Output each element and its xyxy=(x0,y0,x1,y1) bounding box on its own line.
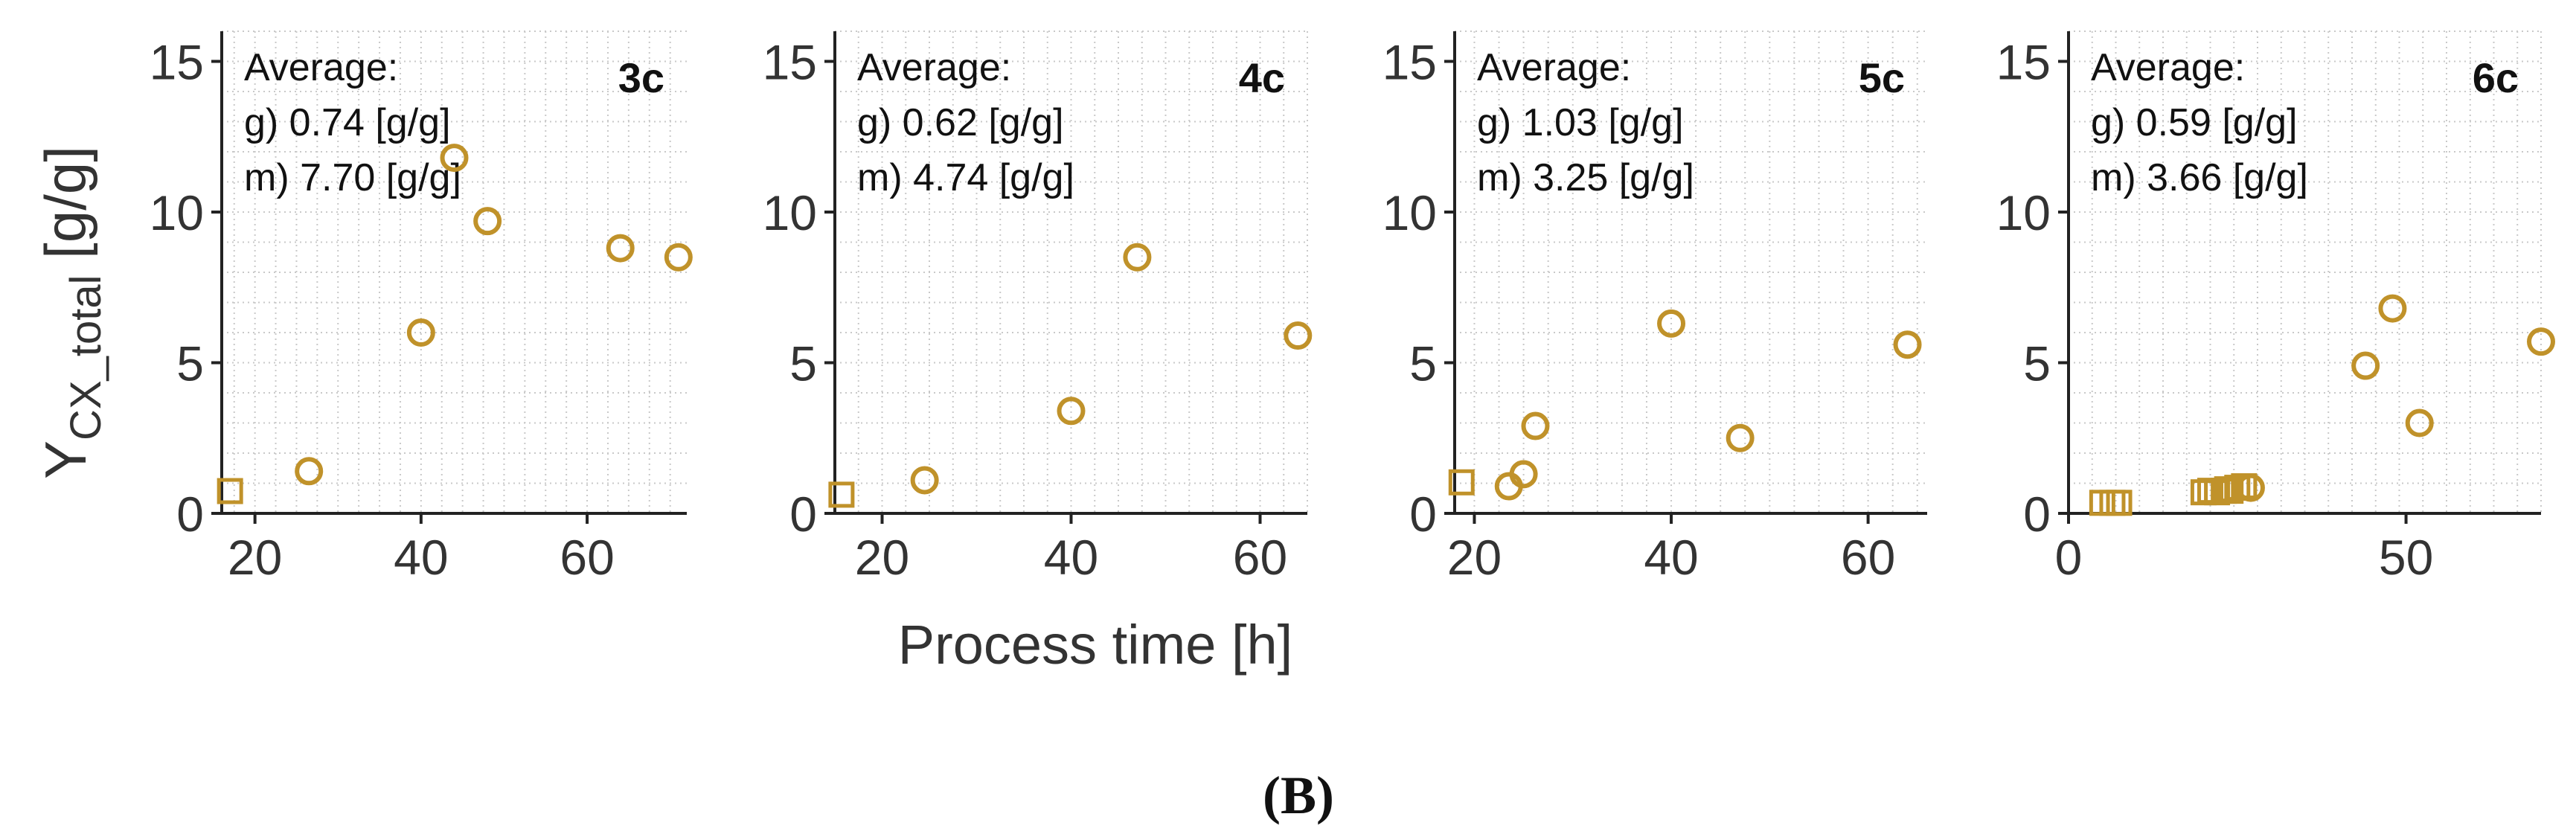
minor-grid xyxy=(222,31,687,514)
y-tick-label: 10 xyxy=(1382,185,1437,240)
y-tick-label: 10 xyxy=(763,185,817,240)
y-tick-label: 5 xyxy=(1409,336,1437,391)
x-tick-label: 60 xyxy=(1233,530,1287,585)
annotation-line: m) 3.66 [g/g] xyxy=(2091,156,2308,199)
annotation-line: Average: xyxy=(2091,46,2245,89)
chart-panels: 0 5 10 15 20 40 60 Average: g) 0.74 [g/g] m) 7.70… xyxy=(150,31,2555,585)
y-tick-label: 10 xyxy=(150,185,204,240)
y-tick-label: 5 xyxy=(2023,336,2051,391)
annotation-line: g) 0.62 [g/g] xyxy=(857,101,1064,144)
y-tick-label: 15 xyxy=(150,35,204,90)
circle-marker xyxy=(1057,397,1086,426)
x-tick-label: 20 xyxy=(1447,530,1502,585)
x-tick-label: 60 xyxy=(1841,530,1895,585)
y-tick-label: 0 xyxy=(789,487,817,542)
y-axis-label-sub: CX_total xyxy=(62,275,110,440)
annotation-line: m) 3.25 [g/g] xyxy=(1477,156,1694,199)
y-tick-label: 0 xyxy=(176,487,204,542)
circle-marker xyxy=(1657,309,1686,338)
y-tick-label: 5 xyxy=(176,336,204,391)
y-tick-label: 5 xyxy=(789,336,817,391)
circle-marker xyxy=(2378,294,2407,323)
square-marker xyxy=(217,478,243,504)
circle-marker xyxy=(1284,321,1313,350)
panel-4c: 0 5 10 15 20 40 60 Average: g) 0.62 [g/g] m) 4.74… xyxy=(763,31,1313,585)
panel-3c: 0 5 10 15 20 40 60 Average: g) 0.74 [g/g] m) 7.70… xyxy=(150,31,693,585)
circle-marker xyxy=(1893,330,1922,359)
panel-label: 4c xyxy=(1239,54,1285,101)
x-tick-label: 50 xyxy=(2379,530,2433,585)
y-tick-label: 15 xyxy=(763,35,817,90)
circle-marker xyxy=(2236,473,2265,502)
annotation-line: Average: xyxy=(244,46,398,89)
circle-marker xyxy=(1726,423,1755,452)
y-tick-label: 0 xyxy=(1409,487,1437,542)
y-axis-label: YCX_total [g/g] xyxy=(33,146,110,479)
x-tick-label: 20 xyxy=(855,530,909,585)
circle-marker xyxy=(1123,243,1152,272)
x-tick-label: 0 xyxy=(2055,530,2083,585)
circle-marker xyxy=(295,457,324,486)
circle-marker xyxy=(910,466,939,495)
y-tick-label: 0 xyxy=(2023,487,2051,542)
square-marker xyxy=(828,481,855,508)
circle-marker xyxy=(2527,327,2555,356)
circle-marker xyxy=(473,207,502,236)
x-axis-label: Process time [h] xyxy=(898,614,1293,676)
annotation-line: Average: xyxy=(1477,46,1631,89)
circle-marker xyxy=(2351,351,2380,380)
y-tick-label: 15 xyxy=(1382,35,1437,90)
circle-marker xyxy=(664,243,693,272)
panel-5c: 0 5 10 15 20 40 60 Average: g) 1.03 [g/g] m) 3.25… xyxy=(1382,31,1927,585)
square-marker xyxy=(2217,478,2244,504)
circle-marker xyxy=(440,144,469,173)
minor-grid xyxy=(834,31,1308,514)
circle-marker xyxy=(1521,411,1550,440)
y-tick-label: 10 xyxy=(1996,185,2051,240)
annotation-line: g) 0.59 [g/g] xyxy=(2091,101,2298,144)
circle-marker xyxy=(406,318,435,347)
x-tick-label: 40 xyxy=(394,530,448,585)
y-axis-label-main: Y xyxy=(33,440,98,479)
annotation-line: m) 7.70 [g/g] xyxy=(244,156,461,199)
x-tick-label: 60 xyxy=(560,530,614,585)
annotation-line: g) 0.74 [g/g] xyxy=(244,101,451,144)
panel-label: 5c xyxy=(1859,54,1905,101)
x-tick-label: 40 xyxy=(1044,530,1098,585)
square-marker xyxy=(1448,469,1475,496)
panel-label: 3c xyxy=(618,54,664,101)
circle-marker xyxy=(1509,460,1538,489)
y-tick-label: 15 xyxy=(1996,35,2051,90)
annotation-line: Average: xyxy=(857,46,1011,89)
annotation-line: m) 4.74 [g/g] xyxy=(857,156,1074,199)
square-marker xyxy=(2106,490,2133,516)
x-tick-label: 20 xyxy=(228,530,282,585)
x-tick-label: 40 xyxy=(1644,530,1698,585)
circle-marker xyxy=(606,234,635,263)
panel-label: 6c xyxy=(2473,54,2519,101)
circle-marker xyxy=(2405,408,2434,437)
panel-6c: 0 5 10 15 0 50 Average: g) 0.59 [g/g] m) 3.66 [g… xyxy=(1996,31,2555,585)
figure-caption: (B) xyxy=(1263,766,1334,825)
y-axis-label-unit: [g/g] xyxy=(33,146,98,275)
annotation-line: g) 1.03 [g/g] xyxy=(1477,101,1684,144)
